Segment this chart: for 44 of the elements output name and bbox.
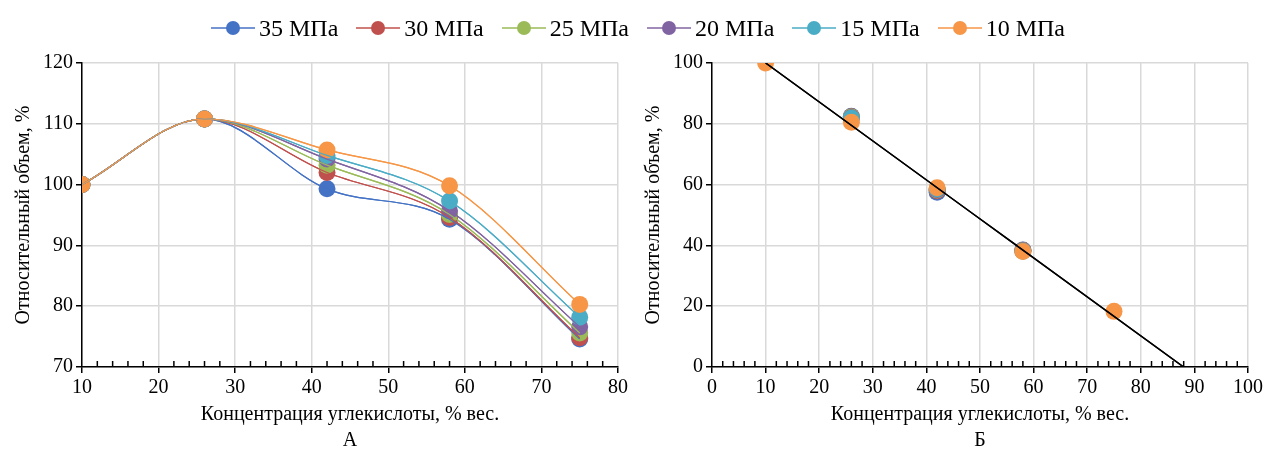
legend-label: 20 МПа: [695, 14, 775, 42]
x-tick-label: 40: [916, 375, 937, 398]
text: А: [342, 428, 358, 451]
x-tick-label: 20: [148, 375, 169, 398]
x-tick-label: 100: [1233, 375, 1263, 398]
x-tick-label: 10: [72, 375, 92, 398]
x-tick-label: 50: [970, 375, 990, 398]
legend-label: 35 МПа: [259, 14, 339, 42]
y-tick-label: 120: [43, 50, 73, 73]
y-tick-label: 80: [683, 111, 703, 134]
x-tick-label: 10: [755, 375, 776, 398]
x-tick-label: 30: [225, 375, 246, 398]
x-axis-title: Концентрация углекислоты, % вес.: [830, 402, 1130, 426]
y-tick-label: 60: [683, 171, 703, 194]
y-tick-label: 70: [53, 354, 73, 377]
y-tick-label: 100: [673, 50, 703, 73]
legend-label: 25 МПа: [549, 14, 629, 42]
legend-label: 30 МПа: [404, 14, 484, 42]
y-tick-label: 80: [53, 293, 73, 316]
x-tick-label: 80: [608, 375, 628, 398]
y-axis-title: Относительный объем, %: [641, 105, 664, 325]
x-tick-label: 70: [1077, 375, 1098, 398]
x-tick-label: 50: [378, 375, 399, 398]
x-tick-label: 0: [707, 375, 717, 398]
legend-label: 10 МПа: [985, 14, 1065, 42]
x-tick-label: 90: [1184, 375, 1205, 398]
x-tick-label: 80: [1130, 375, 1151, 398]
x-tick-label: 60: [1023, 375, 1044, 398]
x-axis-title: Концентрация углекислоты, % вес.: [200, 402, 500, 426]
legend-label: 15 МПа: [840, 14, 920, 42]
y-tick-label: 0: [693, 354, 703, 377]
y-tick-label: 40: [683, 232, 703, 255]
x-tick-label: 60: [454, 375, 475, 398]
y-tick-label: 110: [43, 111, 73, 134]
text: Б: [974, 428, 986, 451]
x-tick-label: 30: [862, 375, 883, 398]
y-tick-label: 20: [683, 293, 703, 316]
x-tick-label: 20: [809, 375, 830, 398]
y-axis-title: Относительный объем, %: [11, 105, 34, 325]
point: [571, 295, 589, 313]
x-tick-label: 70: [531, 375, 552, 398]
x-tick-label: 40: [301, 375, 322, 398]
y-tick-label: 90: [53, 232, 73, 255]
y-tick-label: 100: [43, 171, 73, 194]
